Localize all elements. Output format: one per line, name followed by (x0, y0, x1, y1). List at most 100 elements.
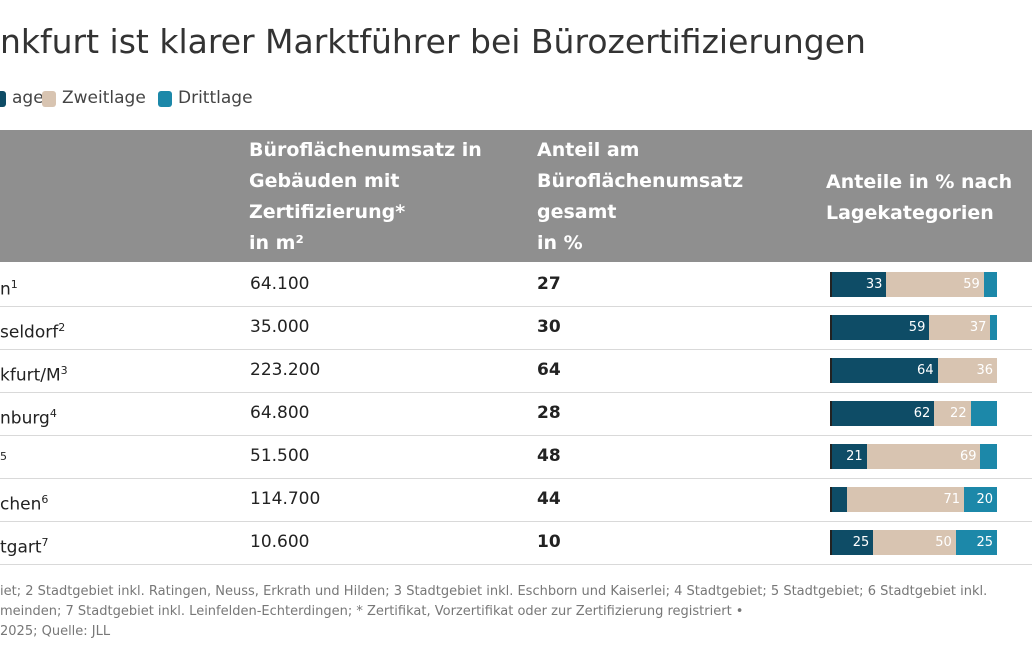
column-header: Anteil am Büroflächenumsatz gesamt in % (537, 135, 743, 259)
bar-segment (983, 272, 997, 297)
area: 64.800 (250, 403, 310, 423)
footnote: 2025; Quelle: JLL (0, 624, 111, 639)
header-line: Zertifizierung* (249, 201, 406, 223)
bar-segment (980, 444, 997, 469)
footnote-ref: 6 (41, 493, 49, 506)
segment-label: 64 (917, 363, 934, 378)
area: 64.100 (250, 274, 310, 294)
legend-label: age (12, 88, 44, 108)
table-row: tgart7 10.600 10 25 50 25 (0, 521, 1032, 565)
header-line: in % (537, 232, 583, 254)
area: 114.700 (250, 489, 321, 509)
bar-segment: 36 (937, 358, 997, 383)
column-header: Anteile in % nach Lagekategorien (826, 167, 1012, 229)
share: 30 (537, 317, 561, 337)
city: nburg4 (0, 392, 57, 441)
bar-segment: 64 (832, 358, 938, 383)
segment-label: 59 (908, 320, 926, 335)
segment-label: 25 (852, 535, 870, 550)
bar-segment (970, 401, 997, 426)
footnote: iet; 2 Stadtgebiet inkl. Ratingen, Neuss… (0, 584, 988, 599)
table-row: chen6 114.700 44 71 20 (0, 478, 1032, 522)
share: 64 (537, 360, 561, 380)
segment-label: 69 (959, 449, 977, 464)
bar-segment: 62 (832, 401, 935, 426)
bar-segment: 25 (832, 530, 874, 555)
bar-segment: 22 (934, 401, 971, 426)
segment-label: 37 (969, 320, 987, 335)
share: 27 (537, 274, 561, 294)
segment-label: 25 (976, 535, 993, 550)
bar-segment: 59 (832, 315, 930, 340)
header-line: Lagekategorien (826, 202, 994, 224)
share: 10 (537, 532, 561, 552)
bar-segment (832, 487, 847, 512)
segment-label: 50 (935, 535, 952, 550)
table-header: Büroflächenumsatz in Gebäuden mit Zertifiz… (0, 130, 1032, 262)
title: nkfurt ist klarer Marktführer bei Büroze… (0, 22, 866, 61)
segment-label: 20 (976, 492, 993, 507)
bar-segment: 59 (886, 272, 984, 297)
city: chen6 (0, 478, 48, 527)
footnote-ref: 1 (10, 278, 18, 291)
bar-segment: 33 (832, 272, 887, 297)
legend-label: Drittlage (178, 88, 253, 108)
segment-label: 71 (943, 492, 960, 507)
city: seldorf2 (0, 306, 65, 355)
table-row: nburg4 64.800 28 62 22 (0, 392, 1032, 436)
bar-segment: 69 (866, 444, 981, 469)
area: 35.000 (250, 317, 310, 337)
bar-segment: 25 (955, 530, 997, 555)
area: 223.200 (250, 360, 321, 380)
city: 5 (0, 435, 7, 484)
city-name: kfurt/M (0, 365, 61, 386)
header-line: Gebäuden mit (249, 170, 400, 192)
legend-label: Zweitlage (62, 88, 146, 108)
segment-label: 62 (913, 406, 931, 421)
bar-segment (990, 315, 997, 340)
stacked-bar: 71 20 (830, 487, 999, 512)
table-row: 5 51.500 48 21 69 (0, 435, 1032, 479)
table-row: n1 64.100 27 33 59 (0, 263, 1032, 307)
stacked-bar: 21 69 (830, 444, 999, 469)
footnote-ref: 3 (60, 364, 68, 377)
area: 51.500 (250, 446, 310, 466)
footnote-ref: 5 (0, 450, 7, 463)
city-name: n (0, 279, 11, 300)
table-row: kfurt/M3 223.200 64 64 36 (0, 349, 1032, 393)
legend-swatch (0, 91, 6, 107)
header-line: in m² (249, 232, 304, 254)
column-header: Büroflächenumsatz in Gebäuden mit Zertifiz… (249, 135, 482, 259)
footnote-ref: 4 (49, 407, 57, 420)
segment-label: 36 (976, 363, 993, 378)
bar-segment: 20 (963, 487, 997, 512)
share: 28 (537, 403, 561, 423)
header-line: Anteil am (537, 139, 640, 161)
header-line: Anteile in % nach (826, 171, 1013, 193)
bar-segment: 21 (832, 444, 867, 469)
city: kfurt/M3 (0, 349, 68, 398)
legend-swatch (158, 91, 172, 107)
share: 44 (537, 489, 561, 509)
stacked-bar: 62 22 (830, 401, 999, 426)
footnote-ref: 7 (41, 536, 49, 549)
city-name: seldorf (0, 322, 59, 343)
segment-label: 33 (865, 277, 883, 292)
header-line: Büroflächenumsatz in (249, 139, 482, 161)
city-name: nburg (0, 408, 50, 429)
table-row: seldorf2 35.000 30 59 37 (0, 306, 1032, 350)
legend-swatch (42, 91, 56, 107)
city: tgart7 (0, 521, 49, 570)
city-name: tgart (0, 537, 42, 558)
city: n1 (0, 263, 18, 312)
bar-segment: 50 (873, 530, 956, 555)
header-line: gesamt (537, 201, 617, 223)
city-name: chen (0, 494, 42, 515)
segment-label: 22 (950, 406, 967, 421)
stacked-bar: 25 50 25 (830, 530, 999, 555)
bar-segment: 37 (929, 315, 991, 340)
segment-label: 59 (963, 277, 980, 292)
segment-label: 21 (846, 449, 863, 464)
area: 10.600 (250, 532, 310, 552)
